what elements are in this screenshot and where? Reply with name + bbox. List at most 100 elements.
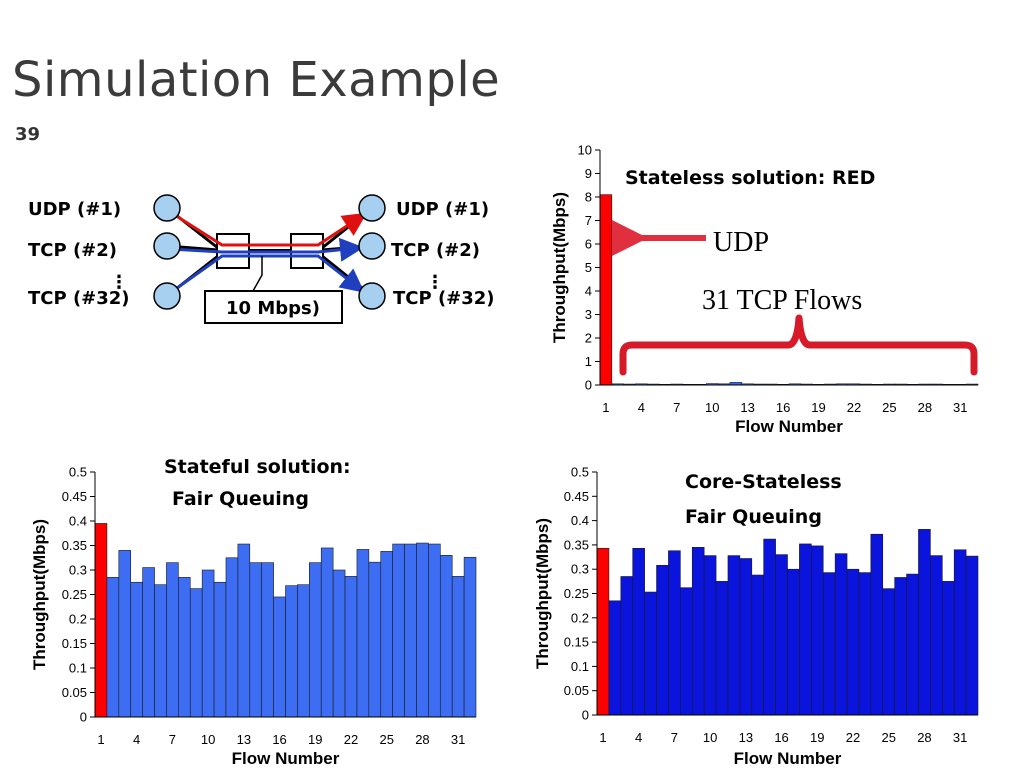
- bar-flow-30: [439, 554, 453, 718]
- x-tick-label: 13: [237, 732, 251, 747]
- bar-flow-25: [882, 588, 895, 716]
- x-tick-label: 7: [169, 732, 176, 747]
- bar-flow-4: [130, 581, 143, 718]
- bar-flow-32: [965, 555, 979, 716]
- x-tick-label: 22: [846, 730, 860, 745]
- tcp2-flow-path: [169, 237, 364, 262]
- x-tick-label: 1: [599, 730, 606, 745]
- left-label-tcp32: TCP (#32): [28, 288, 130, 309]
- y-tick-label: 0.5: [571, 465, 589, 480]
- bar-flow-28: [918, 529, 931, 716]
- bar-flow-29: [930, 555, 943, 716]
- x-tick-label: 31: [953, 730, 967, 745]
- bar-flow-20: [320, 547, 334, 718]
- right-label-tcp32: TCP (#32): [393, 288, 495, 309]
- bar-flow-16: [775, 554, 788, 716]
- csfq-title-line1: Core-Stateless: [685, 471, 842, 493]
- bar-flow-23: [356, 549, 370, 718]
- host-left-tcp2: [153, 232, 181, 260]
- x-tick-label: 13: [739, 730, 753, 745]
- y-tick-label: 0.05: [564, 683, 589, 698]
- y-tick-label: 0.15: [564, 635, 589, 650]
- bar-flow-12: [727, 555, 741, 716]
- slide-title: Simulation Example: [12, 52, 501, 108]
- bar-flow-1: [599, 194, 613, 386]
- y-tick-label: 0.25: [62, 587, 87, 602]
- y-tick-label: 10: [578, 143, 592, 158]
- x-tick-label: 31: [953, 400, 967, 415]
- bar-flow-29: [428, 543, 441, 718]
- bar-flow-5: [142, 567, 155, 718]
- y-tick-label: 1: [585, 354, 592, 369]
- x-tick-label: 4: [133, 732, 140, 747]
- page-number: 39: [15, 124, 41, 145]
- x-tick-label: 16: [776, 400, 790, 415]
- tcp-flows-brace: [619, 314, 978, 376]
- x-tick-label: 4: [638, 400, 645, 415]
- x-tick-label: 25: [882, 400, 896, 415]
- x-tick-label: 19: [811, 400, 825, 415]
- y-tick-label: 0.4: [571, 513, 589, 528]
- bar-flow-26: [894, 577, 907, 716]
- bar-flow-17: [285, 585, 298, 718]
- right-label-udp: UDP (#1): [396, 199, 489, 220]
- y-axis-title: Throughput(Mbps): [550, 192, 569, 343]
- tcp-flows-annotation: 31 TCP Flows: [702, 285, 862, 316]
- right-ellipsis: ⋮: [426, 272, 444, 293]
- x-tick-label: 28: [918, 400, 932, 415]
- bar-flow-8: [178, 577, 191, 718]
- bar-flow-32: [463, 556, 477, 718]
- bar-flow-6: [656, 565, 669, 716]
- red-chart-title: Stateless solution: RED: [625, 167, 875, 189]
- y-tick-label: 0.2: [69, 612, 87, 627]
- x-tick-label: 1: [602, 400, 609, 415]
- bar-flow-19: [811, 545, 824, 716]
- bar-flow-28: [416, 542, 429, 718]
- bar-flow-14: [249, 562, 262, 718]
- x-tick-label: 22: [847, 400, 861, 415]
- bar-flow-24: [870, 533, 884, 716]
- host-right-tcp32: [358, 282, 386, 310]
- bar-flow-18: [297, 584, 310, 718]
- left-ellipsis: ⋮: [110, 272, 128, 293]
- bar-flow-30: [941, 581, 955, 716]
- left-label-udp: UDP (#1): [28, 199, 121, 220]
- y-tick-label: 0.35: [62, 538, 87, 553]
- left-label-tcp2: TCP (#2): [28, 240, 117, 261]
- y-tick-label: 0: [80, 710, 87, 725]
- y-tick-label: 0.3: [571, 562, 589, 577]
- y-tick-label: 0.35: [564, 537, 589, 552]
- bar-flow-25: [380, 551, 393, 718]
- bar-flow-2: [106, 577, 120, 718]
- bar-flow-7: [166, 562, 179, 718]
- bar-flow-21: [332, 569, 346, 718]
- host-right-udp: [358, 194, 386, 222]
- bar-flow-23: [858, 572, 872, 716]
- x-tick-label: 10: [201, 732, 215, 747]
- bar-flow-21: [834, 553, 848, 716]
- udp-flow-path: [169, 210, 368, 247]
- network-diagram: UDP (#1) TCP (#2) TCP (#32) UDP (#1) TCP…: [28, 194, 495, 324]
- bar-flow-26: [392, 543, 405, 718]
- y-tick-label: 0.5: [69, 465, 87, 480]
- bar-flow-24: [368, 561, 382, 718]
- bar-flow-3: [620, 576, 634, 716]
- bar-flow-2: [608, 600, 622, 716]
- x-tick-label: 16: [272, 732, 286, 747]
- x-tick-label: 1: [97, 732, 104, 747]
- y-tick-label: 7: [585, 213, 592, 228]
- udp-annotation: UDP: [713, 227, 769, 258]
- bar-flow-18: [799, 543, 812, 716]
- y-tick-label: 0.1: [571, 659, 589, 674]
- y-tick-label: 2: [585, 331, 592, 346]
- x-axis-title: Flow Number: [232, 749, 340, 768]
- bar-flow-9: [691, 547, 705, 716]
- bar-flow-1: [94, 523, 108, 718]
- tcp32-flow-path: [169, 254, 365, 295]
- host-left-udp: [153, 194, 181, 222]
- y-tick-label: 0.45: [564, 489, 589, 504]
- x-tick-label: 10: [703, 730, 717, 745]
- bar-flow-10: [703, 555, 717, 716]
